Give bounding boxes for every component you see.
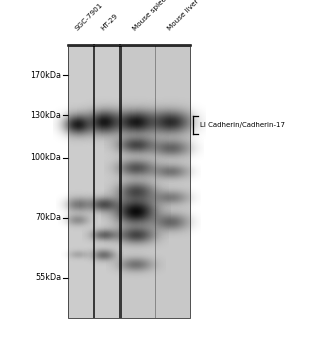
Text: Mouse spleen: Mouse spleen	[132, 0, 171, 32]
Text: Mouse liver: Mouse liver	[167, 0, 200, 32]
Bar	[93, 45, 95, 318]
Text: 130kDa: 130kDa	[30, 111, 61, 119]
Text: HT-29: HT-29	[100, 13, 119, 32]
Bar	[68, 45, 190, 318]
Text: 70kDa: 70kDa	[35, 214, 61, 223]
Text: 55kDa: 55kDa	[35, 273, 61, 282]
Bar	[68, 45, 190, 318]
Bar	[156, 45, 190, 318]
Text: 170kDa: 170kDa	[30, 70, 61, 79]
Bar	[119, 45, 121, 318]
Text: LI Cadherin/Cadherin-17: LI Cadherin/Cadherin-17	[200, 122, 285, 128]
Text: 100kDa: 100kDa	[30, 154, 61, 162]
Text: SGC-7901: SGC-7901	[74, 2, 104, 32]
Bar	[155, 45, 156, 318]
Bar	[120, 45, 155, 318]
Bar	[94, 45, 119, 318]
Bar	[68, 45, 93, 318]
